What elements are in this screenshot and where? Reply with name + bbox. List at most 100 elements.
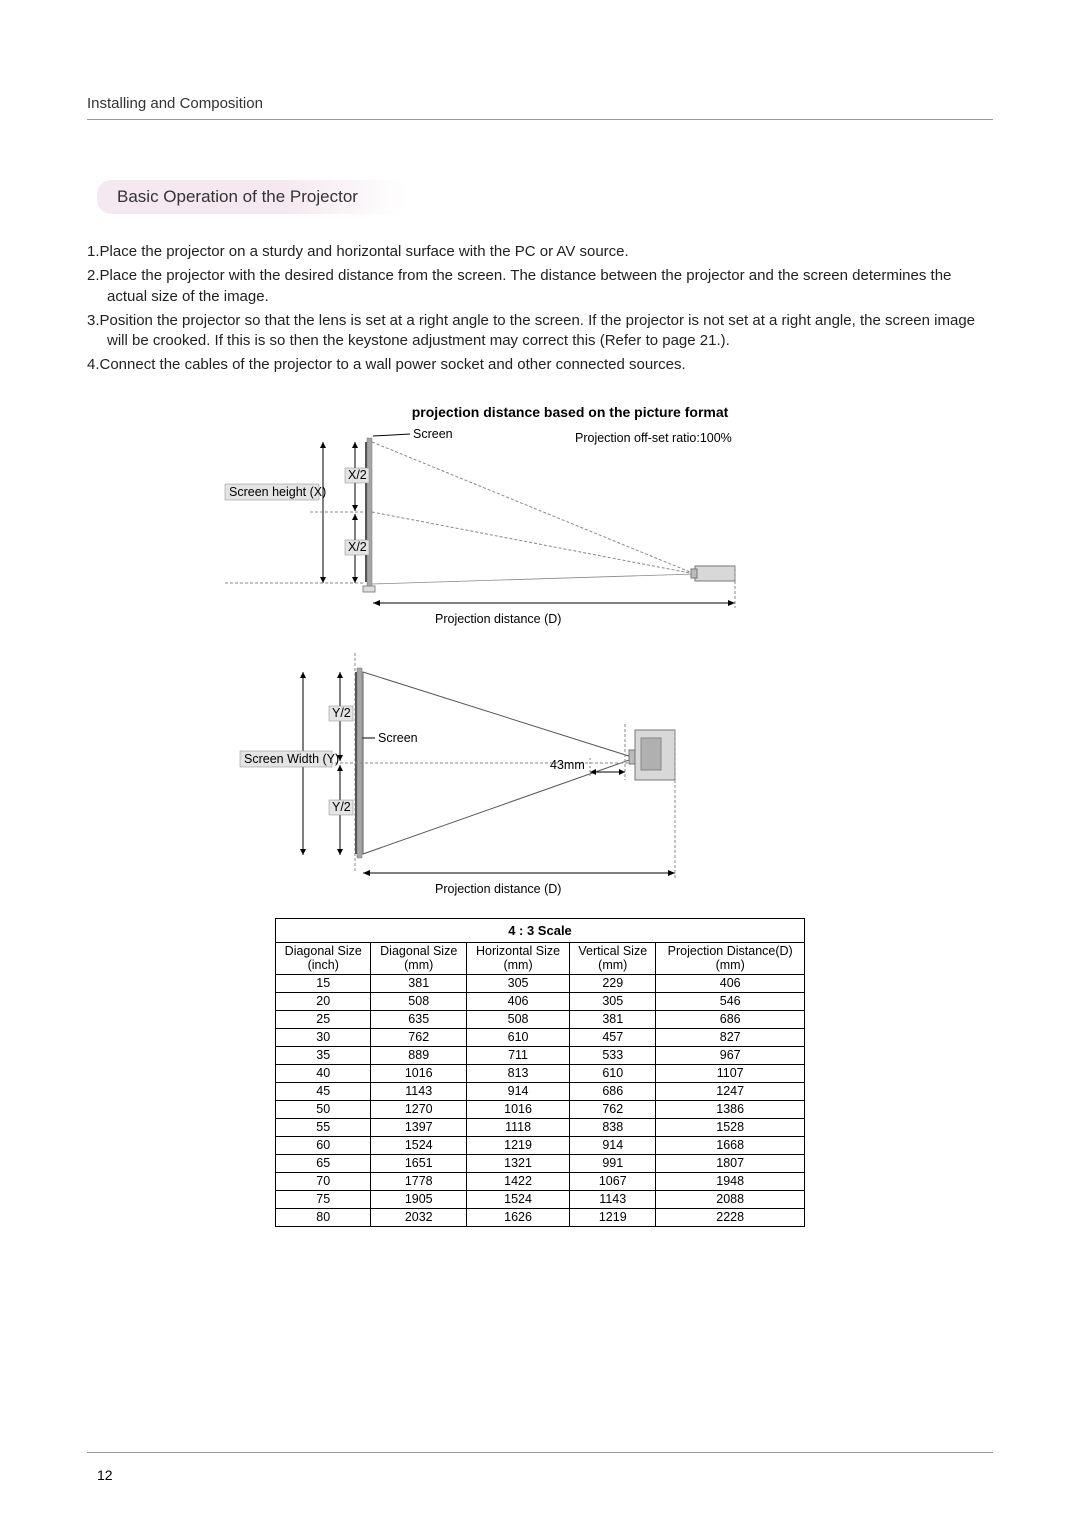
table-cell: 65 bbox=[276, 1154, 371, 1172]
table-cell: 1219 bbox=[466, 1136, 569, 1154]
instruction-list: 1.Place the projector on a sturdy and ho… bbox=[87, 242, 993, 376]
table-row: 60152412199141668 bbox=[276, 1136, 805, 1154]
table-cell: 60 bbox=[276, 1136, 371, 1154]
table-col-header: Horizontal Size(mm) bbox=[466, 942, 569, 974]
table-row: 751905152411432088 bbox=[276, 1190, 805, 1208]
table-cell: 1668 bbox=[656, 1136, 805, 1154]
table-cell: 686 bbox=[656, 1010, 805, 1028]
table-cell: 827 bbox=[656, 1028, 805, 1046]
table-cell: 991 bbox=[570, 1154, 656, 1172]
table-cell: 1626 bbox=[466, 1208, 569, 1226]
table-row: 802032162612192228 bbox=[276, 1208, 805, 1226]
table-col-header: Diagonal Size(mm) bbox=[371, 942, 466, 974]
table-cell: 813 bbox=[466, 1064, 569, 1082]
table-cell: 381 bbox=[570, 1010, 656, 1028]
table-cell: 635 bbox=[371, 1010, 466, 1028]
offset-label: Projection off-set ratio:100% bbox=[575, 431, 732, 445]
table-cell: 2032 bbox=[371, 1208, 466, 1226]
table-cell: 15 bbox=[276, 974, 371, 992]
list-item: 1.Place the projector on a sturdy and ho… bbox=[87, 242, 993, 262]
table-cell: 1528 bbox=[656, 1118, 805, 1136]
table-cell: 381 bbox=[371, 974, 466, 992]
table-cell: 610 bbox=[570, 1064, 656, 1082]
table-cell: 1107 bbox=[656, 1064, 805, 1082]
diagram-side-view: Screen Screen height (X) X/2 X/2 Project… bbox=[195, 428, 885, 633]
table-cell: 1143 bbox=[371, 1082, 466, 1100]
page-number: 12 bbox=[97, 1467, 113, 1483]
projection-table: 4 : 3 Scale Diagonal Size(inch) Diagonal… bbox=[275, 918, 805, 1227]
table-cell: 80 bbox=[276, 1208, 371, 1226]
table-cell: 30 bbox=[276, 1028, 371, 1046]
table-cell: 967 bbox=[656, 1046, 805, 1064]
table-cell: 914 bbox=[466, 1082, 569, 1100]
table-cell: 406 bbox=[466, 992, 569, 1010]
table-row: 15381305229406 bbox=[276, 974, 805, 992]
diagram-top-view: Screen 43mm Screen Width (Y) Y/2 Y/2 Pro… bbox=[195, 648, 885, 903]
header-rule bbox=[87, 119, 993, 120]
distance-label-2: Projection distance (D) bbox=[435, 882, 561, 896]
distance-label-1: Projection distance (D) bbox=[435, 612, 561, 626]
table-cell: 1270 bbox=[371, 1100, 466, 1118]
table-cell: 40 bbox=[276, 1064, 371, 1082]
table-cell: 1524 bbox=[371, 1136, 466, 1154]
section-title: Basic Operation of the Projector bbox=[97, 180, 408, 214]
screen-label: Screen bbox=[413, 428, 453, 441]
table-col-header: Diagonal Size(inch) bbox=[276, 942, 371, 974]
screen-width-label: Screen Width (Y) bbox=[244, 752, 339, 766]
table-cell: 762 bbox=[371, 1028, 466, 1046]
table-cell: 305 bbox=[466, 974, 569, 992]
table-row: 55139711188381528 bbox=[276, 1118, 805, 1136]
table-row: 25635508381686 bbox=[276, 1010, 805, 1028]
screen-height-label: Screen height (X) bbox=[229, 485, 326, 499]
table-cell: 1067 bbox=[570, 1172, 656, 1190]
table-cell: 1397 bbox=[371, 1118, 466, 1136]
page-header: Installing and Composition bbox=[87, 95, 993, 112]
y-half-label-2: Y/2 bbox=[332, 800, 351, 814]
table-cell: 711 bbox=[466, 1046, 569, 1064]
table-cell: 55 bbox=[276, 1118, 371, 1136]
table-cell: 1948 bbox=[656, 1172, 805, 1190]
table-cell: 508 bbox=[466, 1010, 569, 1028]
table-cell: 686 bbox=[570, 1082, 656, 1100]
table-cell: 406 bbox=[656, 974, 805, 992]
table-cell: 1778 bbox=[371, 1172, 466, 1190]
table-cell: 1807 bbox=[656, 1154, 805, 1172]
table-row: 701778142210671948 bbox=[276, 1172, 805, 1190]
table-cell: 70 bbox=[276, 1172, 371, 1190]
table-col-header: Vertical Size(mm) bbox=[570, 942, 656, 974]
table-cell: 50 bbox=[276, 1100, 371, 1118]
table-cell: 1118 bbox=[466, 1118, 569, 1136]
table-cell: 25 bbox=[276, 1010, 371, 1028]
table-cell: 533 bbox=[570, 1046, 656, 1064]
table-cell: 45 bbox=[276, 1082, 371, 1100]
table-cell: 2088 bbox=[656, 1190, 805, 1208]
table-cell: 35 bbox=[276, 1046, 371, 1064]
list-item: 3.Position the projector so that the len… bbox=[87, 311, 993, 352]
list-item: 2.Place the projector with the desired d… bbox=[87, 266, 993, 307]
x-half-label-1: X/2 bbox=[348, 468, 367, 482]
footer-rule bbox=[87, 1452, 993, 1453]
table-cell: 1247 bbox=[656, 1082, 805, 1100]
table-cell: 546 bbox=[656, 992, 805, 1010]
list-item: 4.Connect the cables of the projector to… bbox=[87, 355, 993, 375]
table-row: 50127010167621386 bbox=[276, 1100, 805, 1118]
table-cell: 1422 bbox=[466, 1172, 569, 1190]
table-cell: 2228 bbox=[656, 1208, 805, 1226]
table-cell: 75 bbox=[276, 1190, 371, 1208]
table-cell: 1386 bbox=[656, 1100, 805, 1118]
y-half-label-1: Y/2 bbox=[332, 706, 351, 720]
table-row: 65165113219911807 bbox=[276, 1154, 805, 1172]
table-cell: 838 bbox=[570, 1118, 656, 1136]
table-cell: 229 bbox=[570, 974, 656, 992]
table-cell: 1905 bbox=[371, 1190, 466, 1208]
chart-title: projection distance based on the picture… bbox=[147, 404, 993, 420]
mm-label: 43mm bbox=[550, 758, 585, 772]
table-cell: 1016 bbox=[371, 1064, 466, 1082]
table-cell: 508 bbox=[371, 992, 466, 1010]
table-cell: 1524 bbox=[466, 1190, 569, 1208]
table-row: 35889711533967 bbox=[276, 1046, 805, 1064]
screen-label-2: Screen bbox=[378, 731, 418, 745]
table-col-header: Projection Distance(D)(mm) bbox=[656, 942, 805, 974]
table-cell: 1219 bbox=[570, 1208, 656, 1226]
table-cell: 1321 bbox=[466, 1154, 569, 1172]
